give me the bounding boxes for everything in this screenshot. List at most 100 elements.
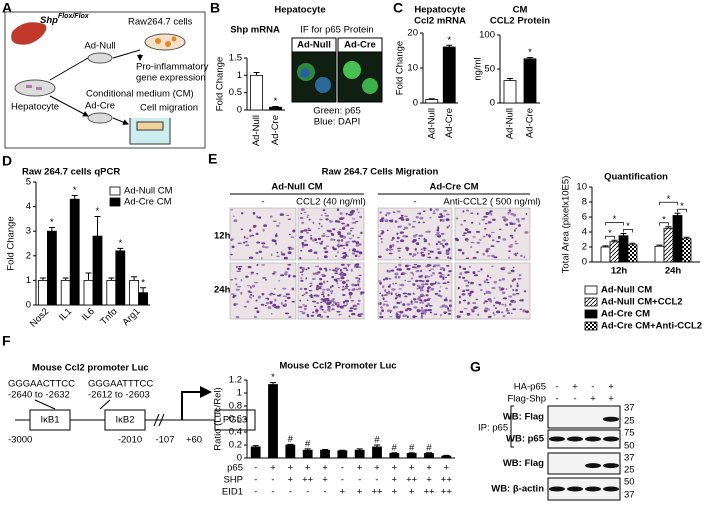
annotation: *: [447, 35, 451, 46]
cell-stain: [465, 209, 470, 212]
cell-stain: [418, 235, 422, 237]
element-label: IκB1: [40, 415, 59, 426]
cell-icon: [36, 87, 42, 90]
cell-stain: [274, 234, 278, 238]
cell-stain: [256, 215, 258, 219]
condition-name: Flag-Shp: [507, 394, 546, 405]
cell-stain: [350, 227, 355, 230]
band: [549, 486, 565, 492]
sequence: GGGAACTTCC: [8, 379, 75, 390]
error-bar: [322, 449, 328, 451]
cell-stain: [322, 295, 325, 298]
condition-value: ++: [441, 475, 453, 486]
cell-stain: [406, 315, 409, 319]
size-marker: 25: [624, 416, 635, 427]
cell-stain: [245, 244, 250, 247]
cell-stain: [317, 228, 320, 230]
cell-stain: [480, 268, 483, 271]
cell-stain: [272, 220, 277, 222]
cell-stain: [469, 290, 474, 294]
x-tick-label: Nos2: [28, 306, 51, 329]
error-bar: [39, 277, 46, 281]
cell-stain: [299, 271, 303, 273]
y-tick-label: 1.2: [229, 375, 242, 386]
cell-stain: [507, 256, 511, 259]
cell-stain: [311, 278, 316, 280]
cell-stain: [419, 299, 423, 302]
cell-stain: [321, 240, 324, 243]
blot: [547, 452, 621, 475]
cell-stain: [341, 218, 343, 220]
cell-stain: [310, 296, 314, 299]
cell-stain: [425, 279, 430, 283]
cell-stain: [507, 272, 512, 274]
cell-stain: [449, 257, 452, 260]
cell-stain: [520, 254, 523, 257]
cell-stain: [288, 316, 292, 318]
cell-stain: [466, 312, 471, 316]
cell-stain: [493, 297, 496, 299]
cell-stain: [442, 277, 445, 280]
band: [567, 436, 583, 442]
cell-stain: [254, 307, 258, 309]
cell-stain: [428, 242, 431, 246]
cell-stain: [379, 292, 382, 294]
cell-stain: [337, 233, 342, 236]
cell-stain: [488, 234, 491, 237]
cell-stain: [360, 231, 363, 234]
cell-stain: [502, 238, 507, 241]
band: [603, 416, 619, 422]
cell-stain: [243, 305, 247, 308]
cell-stain: [413, 306, 418, 309]
cell-stain: [478, 239, 483, 241]
cell-stain: [335, 279, 339, 283]
cell-stain: [406, 249, 409, 252]
cell-icon: [155, 38, 161, 44]
cell-stain: [338, 228, 343, 230]
cell-stain: [462, 251, 465, 255]
cell-stain: [516, 292, 520, 295]
y-tick-label: 10: [407, 63, 418, 74]
cell-stain: [490, 231, 495, 234]
cell-stain: [351, 212, 354, 215]
cell-stain: [319, 277, 323, 281]
cell-stain: [505, 309, 510, 312]
cell-stain: [493, 304, 495, 307]
cell-stain: [478, 283, 482, 286]
x-tick-label: Ad-Cre: [525, 108, 536, 138]
cell-stain: [356, 208, 359, 211]
cell-stain: [396, 232, 399, 236]
cell-stain: [420, 269, 422, 273]
cell-stain: [382, 297, 385, 301]
label: Ad-Null: [84, 41, 115, 52]
label: Cell migration: [140, 103, 198, 114]
cell-stain: [352, 221, 357, 224]
cell-stain: [249, 234, 252, 238]
cell-stain: [379, 315, 384, 319]
cell-stain: [420, 301, 425, 304]
cell-stain: [515, 289, 518, 292]
cell-stain: [419, 212, 422, 215]
band: [585, 463, 601, 469]
blot: [547, 429, 621, 449]
cell-stain: [332, 298, 335, 300]
cell-stain: [230, 279, 234, 281]
cell-stain: [352, 234, 355, 237]
cell-stain: [319, 267, 323, 271]
cell-stain: [447, 309, 452, 312]
cell-stain: [247, 265, 252, 269]
cell-stain: [312, 300, 316, 303]
cell-stain: [315, 312, 319, 314]
band: [585, 436, 601, 442]
cell-stain: [250, 296, 252, 299]
y-tick-label: 5: [26, 177, 31, 188]
cell-stain: [307, 227, 311, 230]
cell-stain: [426, 264, 431, 267]
cell-stain: [516, 252, 519, 255]
cell-stain: [402, 235, 406, 238]
cell-stain: [472, 236, 476, 238]
cell-stain: [262, 245, 265, 248]
y-tick-label: 1: [237, 70, 242, 81]
cell-stain: [330, 238, 334, 241]
